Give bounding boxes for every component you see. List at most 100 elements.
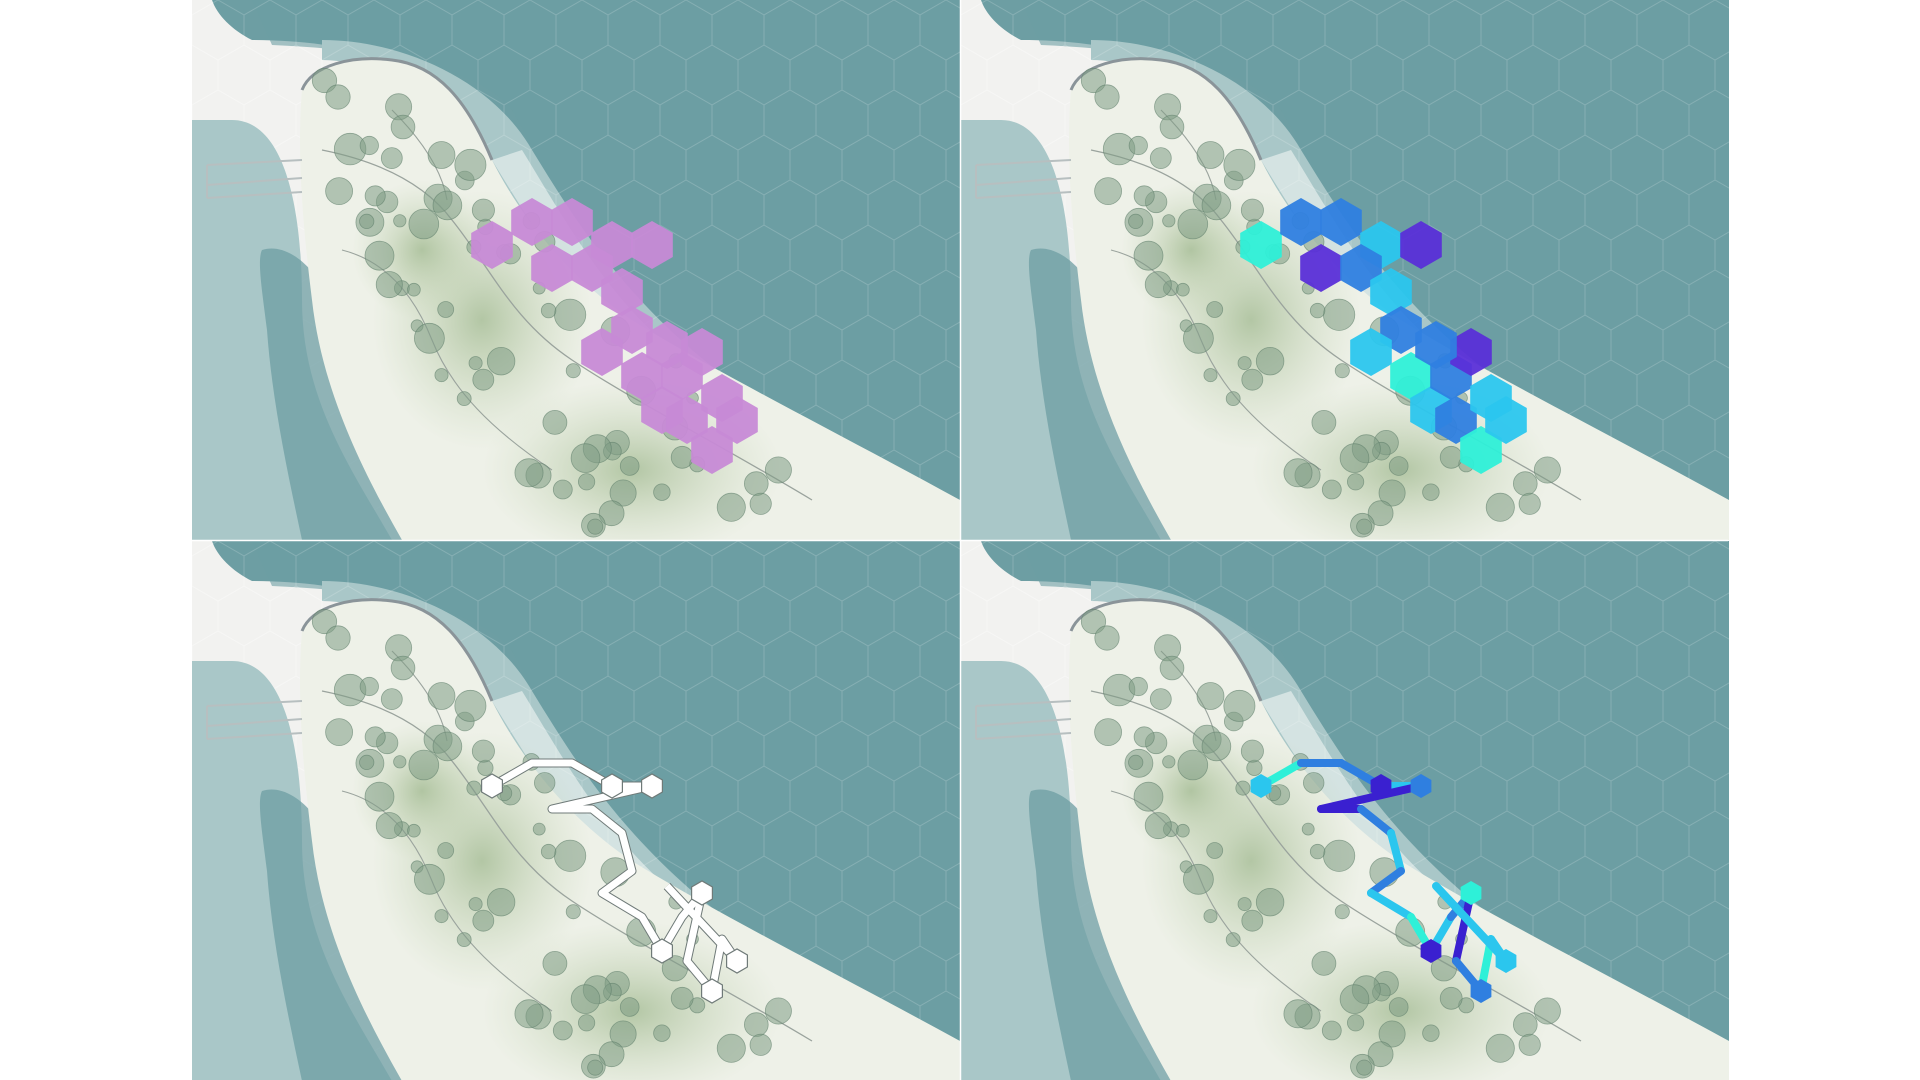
tree — [1182, 863, 1214, 895]
walkway-segment — [1367, 867, 1405, 897]
tree — [619, 997, 640, 1017]
tree — [1133, 781, 1164, 812]
tree — [1311, 950, 1337, 976]
tree — [1176, 823, 1190, 838]
tree — [1321, 479, 1342, 500]
tree — [1309, 302, 1326, 319]
tree — [1177, 208, 1209, 240]
hex-module — [1240, 221, 1282, 269]
bridge — [975, 700, 1072, 740]
intervention-overlay — [1250, 759, 1517, 1003]
tree — [359, 135, 379, 156]
tree — [609, 1020, 637, 1048]
tree — [1203, 909, 1218, 924]
tree — [408, 208, 440, 240]
map-layer — [961, 541, 1729, 1080]
tree — [1356, 1059, 1373, 1076]
tree — [311, 67, 338, 94]
hex-module — [1350, 328, 1392, 376]
tree — [325, 177, 354, 206]
platform-node — [1420, 939, 1442, 963]
tree — [380, 688, 403, 711]
tree — [619, 456, 640, 476]
tree — [432, 190, 463, 221]
tree — [359, 676, 379, 697]
tree — [532, 822, 546, 836]
hex-module — [601, 268, 643, 316]
tree — [407, 823, 421, 838]
tree — [1485, 492, 1515, 522]
tree — [311, 608, 338, 635]
map-layer — [192, 0, 960, 540]
tree — [1241, 909, 1264, 932]
tree — [716, 1033, 746, 1063]
walkway-segment — [1387, 829, 1405, 875]
tree — [1339, 984, 1370, 1014]
tree — [466, 780, 482, 796]
tree — [1378, 479, 1406, 507]
platform-node — [601, 773, 623, 799]
tree — [552, 479, 573, 500]
hex-module — [681, 328, 723, 376]
tree — [1321, 1020, 1342, 1041]
tree — [1322, 839, 1356, 872]
hex-module — [1460, 426, 1502, 474]
tree — [577, 1014, 596, 1032]
tree — [364, 781, 395, 812]
tree — [1149, 688, 1172, 711]
tree — [598, 500, 625, 527]
tree — [1133, 240, 1164, 271]
tree — [565, 904, 581, 920]
tree — [472, 368, 495, 391]
hex-module — [581, 328, 623, 376]
hex-module — [471, 221, 513, 269]
tree — [534, 772, 556, 794]
tree — [1206, 842, 1224, 859]
platform-node — [481, 773, 503, 799]
tree — [1162, 755, 1176, 769]
tree — [1237, 356, 1252, 371]
tree — [1182, 322, 1214, 354]
hex-module — [511, 198, 553, 246]
tree — [454, 148, 487, 181]
tree — [434, 909, 449, 924]
platform-node — [1460, 881, 1482, 905]
tree — [1367, 500, 1394, 527]
tree — [1094, 177, 1123, 206]
tree — [1094, 625, 1120, 651]
map-layer — [961, 0, 1729, 540]
tree — [427, 682, 456, 710]
tree — [553, 298, 587, 331]
tree — [1133, 726, 1155, 748]
tree — [1303, 772, 1325, 794]
tree — [437, 301, 455, 318]
bridge — [975, 159, 1072, 199]
walkway-segment — [1357, 805, 1395, 837]
tree — [486, 888, 516, 917]
hex-module — [1370, 268, 1412, 316]
tree — [427, 141, 456, 169]
tree — [1094, 718, 1123, 747]
walkway-segment — [1367, 889, 1415, 921]
tree — [1225, 932, 1241, 948]
tree — [1196, 141, 1225, 169]
tree — [749, 1033, 772, 1056]
tree — [1439, 986, 1463, 1010]
hex-module — [551, 198, 593, 246]
tree — [1485, 1033, 1515, 1063]
tree — [1159, 655, 1185, 681]
tree — [1246, 759, 1263, 776]
platform-node — [726, 948, 748, 974]
tree — [570, 443, 601, 473]
tree — [609, 479, 637, 507]
tree — [542, 409, 568, 435]
tree — [1225, 391, 1241, 407]
hex-module — [1320, 198, 1362, 246]
platform-node — [1250, 774, 1272, 798]
platform-node — [641, 773, 663, 799]
hex-module — [1390, 352, 1432, 400]
tree — [653, 1024, 671, 1042]
intervention-overlay — [1240, 198, 1527, 474]
tree — [1196, 682, 1225, 710]
tree — [468, 897, 483, 912]
